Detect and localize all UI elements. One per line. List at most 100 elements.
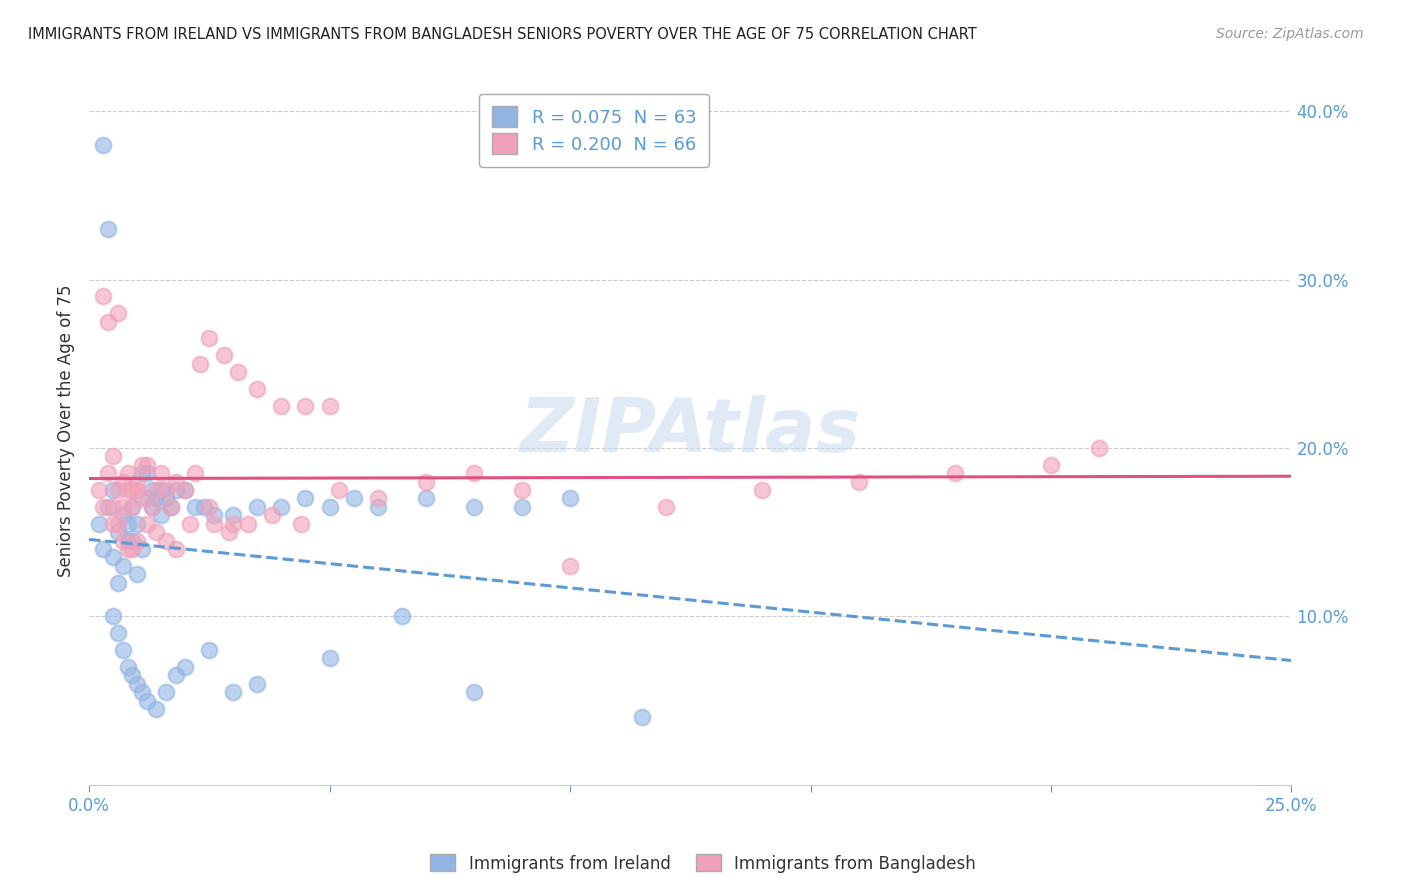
Point <box>111 643 134 657</box>
Point <box>202 508 225 523</box>
Point <box>1088 441 1111 455</box>
Point <box>145 483 167 497</box>
Point <box>135 458 157 472</box>
Point <box>328 483 350 497</box>
Point <box>318 500 340 514</box>
Point <box>131 466 153 480</box>
Point <box>165 668 187 682</box>
Point <box>631 710 654 724</box>
Point <box>101 550 124 565</box>
Text: IMMIGRANTS FROM IRELAND VS IMMIGRANTS FROM BANGLADESH SENIORS POVERTY OVER THE A: IMMIGRANTS FROM IRELAND VS IMMIGRANTS FR… <box>28 27 977 42</box>
Point <box>97 500 120 514</box>
Point <box>141 483 163 497</box>
Point <box>222 685 245 699</box>
Point <box>943 466 966 480</box>
Point <box>415 475 437 489</box>
Point <box>93 137 115 152</box>
Point <box>121 483 143 497</box>
Point <box>655 500 678 514</box>
Point <box>155 483 177 497</box>
Point <box>127 516 149 531</box>
Point <box>121 668 143 682</box>
Point <box>93 500 115 514</box>
Point <box>145 491 167 506</box>
Point <box>117 483 139 497</box>
Point <box>107 575 129 590</box>
Point <box>93 541 115 556</box>
Point <box>294 399 316 413</box>
Point <box>174 483 197 497</box>
Point <box>127 676 149 690</box>
Y-axis label: Seniors Poverty Over the Age of 75: Seniors Poverty Over the Age of 75 <box>58 285 75 577</box>
Point <box>415 491 437 506</box>
Point <box>101 516 124 531</box>
Point <box>117 516 139 531</box>
Point <box>270 399 292 413</box>
Point <box>135 491 157 506</box>
Point <box>222 516 245 531</box>
Point <box>101 483 124 497</box>
Point <box>150 466 173 480</box>
Point <box>246 382 269 396</box>
Point <box>193 500 215 514</box>
Point <box>212 348 235 362</box>
Point <box>131 685 153 699</box>
Point <box>226 365 249 379</box>
Point <box>107 626 129 640</box>
Point <box>198 500 221 514</box>
Point <box>218 525 240 540</box>
Point <box>558 558 581 573</box>
Point <box>135 516 157 531</box>
Point <box>184 466 207 480</box>
Point <box>131 458 153 472</box>
Point <box>174 483 197 497</box>
Point <box>318 651 340 665</box>
Point <box>165 483 187 497</box>
Point <box>127 483 149 497</box>
Point <box>107 483 129 497</box>
Point <box>463 685 485 699</box>
Point <box>127 533 149 548</box>
Point <box>260 508 283 523</box>
Point <box>848 475 870 489</box>
Point <box>155 685 177 699</box>
Point <box>751 483 773 497</box>
Point <box>117 533 139 548</box>
Point <box>111 533 134 548</box>
Text: Source: ZipAtlas.com: Source: ZipAtlas.com <box>1216 27 1364 41</box>
Point <box>222 508 245 523</box>
Point <box>121 533 143 548</box>
Point <box>121 541 143 556</box>
Point <box>179 516 201 531</box>
Point <box>107 516 129 531</box>
Point <box>145 702 167 716</box>
Point <box>145 525 167 540</box>
Point <box>135 466 157 480</box>
Point <box>87 483 110 497</box>
Point <box>101 450 124 464</box>
Point <box>463 466 485 480</box>
Point <box>246 676 269 690</box>
Point <box>121 500 143 514</box>
Legend: Immigrants from Ireland, Immigrants from Bangladesh: Immigrants from Ireland, Immigrants from… <box>423 847 983 880</box>
Point <box>101 609 124 624</box>
Point <box>131 541 153 556</box>
Point <box>318 399 340 413</box>
Point <box>141 500 163 514</box>
Point <box>290 516 312 531</box>
Point <box>127 475 149 489</box>
Point <box>155 491 177 506</box>
Point <box>111 475 134 489</box>
Point <box>107 306 129 320</box>
Point <box>294 491 316 506</box>
Point <box>236 516 259 531</box>
Point <box>367 500 389 514</box>
Legend: R = 0.075  N = 63, R = 0.200  N = 66: R = 0.075 N = 63, R = 0.200 N = 66 <box>479 94 709 167</box>
Point <box>391 609 413 624</box>
Point <box>188 357 211 371</box>
Point <box>160 500 183 514</box>
Point <box>198 331 221 345</box>
Text: ZIPAtlas: ZIPAtlas <box>520 394 860 467</box>
Point <box>150 483 173 497</box>
Point <box>184 500 207 514</box>
